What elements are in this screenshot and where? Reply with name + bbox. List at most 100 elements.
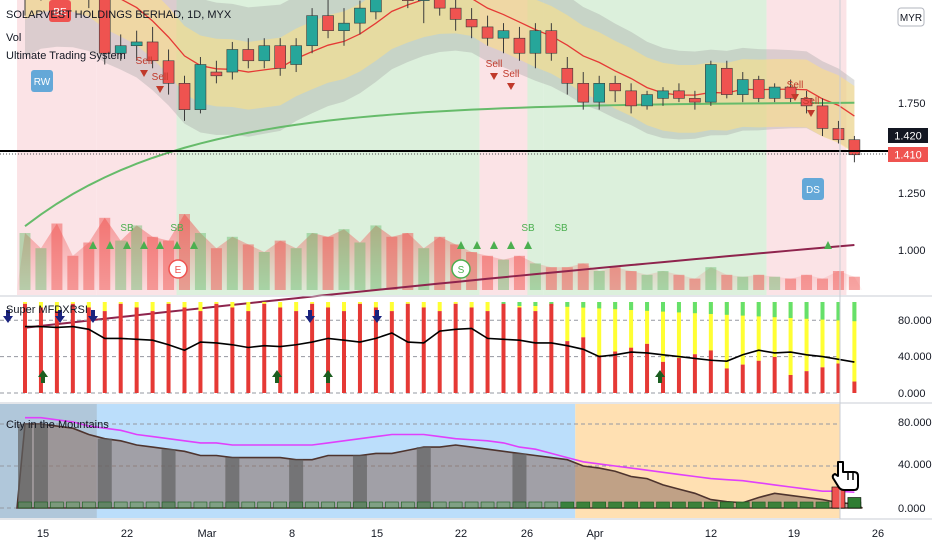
time-tick[interactable]: 22 <box>455 528 467 540</box>
rsi-bar[interactable] <box>166 302 171 393</box>
candle[interactable] <box>784 79 797 103</box>
rsi-bar[interactable] <box>134 302 139 393</box>
rsi-bar[interactable] <box>70 302 75 393</box>
candle[interactable] <box>641 90 653 110</box>
mountain-base-bar[interactable] <box>592 501 607 509</box>
pane2-tick[interactable]: 80.000 <box>898 315 932 327</box>
rsi-bar[interactable] <box>102 302 107 393</box>
candle[interactable] <box>433 0 446 16</box>
pane2-tick[interactable]: 40.000 <box>898 351 932 363</box>
rsi-bar[interactable] <box>38 302 43 393</box>
mountain-base-bar[interactable] <box>369 501 383 509</box>
volume-bar[interactable] <box>99 217 111 290</box>
rsi-bar[interactable] <box>294 302 299 393</box>
rsi-bar[interactable] <box>852 302 857 393</box>
mountain-base-bar[interactable] <box>177 501 192 509</box>
rsi-bar[interactable] <box>54 302 59 393</box>
candle[interactable] <box>705 60 717 106</box>
volume-bar[interactable] <box>498 259 509 290</box>
sell-label[interactable]: Sell <box>503 69 520 80</box>
pane2-title[interactable]: Super MFDXRSI <box>6 304 88 316</box>
volume-bar[interactable] <box>817 278 828 290</box>
rsi-bar[interactable] <box>629 302 634 393</box>
candle[interactable] <box>545 23 558 61</box>
mountain-base-bar[interactable] <box>815 501 830 509</box>
candle[interactable] <box>258 38 271 69</box>
volume-bar[interactable] <box>402 233 414 290</box>
candle[interactable] <box>274 38 287 76</box>
rsi-bar[interactable] <box>788 302 793 393</box>
mountain-base-bar[interactable] <box>273 501 288 509</box>
mountain-base-bar[interactable] <box>783 501 798 509</box>
mountain-column[interactable] <box>512 453 527 508</box>
volume-bar[interactable] <box>418 248 430 290</box>
ma-slow-line[interactable] <box>24 244 855 329</box>
mountain-base-bar[interactable] <box>209 501 224 509</box>
mountain-base-bar[interactable] <box>544 501 559 509</box>
mountain-base-bar[interactable] <box>321 501 335 509</box>
mountain-base-bar[interactable] <box>688 501 702 509</box>
mountain-base-bar[interactable] <box>66 501 80 509</box>
mountain-base-bar[interactable] <box>608 501 622 509</box>
rsi-bar[interactable] <box>581 302 586 393</box>
rsi-bar[interactable] <box>23 302 27 393</box>
rsi-bar[interactable] <box>278 302 283 393</box>
mountain-base-bar[interactable] <box>560 501 575 509</box>
mountain-base-bar[interactable] <box>34 501 48 509</box>
rsi-bar[interactable] <box>724 302 729 393</box>
mountain-signal-line[interactable] <box>25 416 855 494</box>
candle[interactable] <box>130 30 143 61</box>
candle[interactable] <box>689 90 701 110</box>
rsi-bar[interactable] <box>820 302 825 393</box>
mountain-base-bar[interactable] <box>225 501 240 509</box>
rsi-bar[interactable] <box>597 302 602 393</box>
volume-bar[interactable] <box>609 267 621 290</box>
sb-label[interactable]: SB <box>170 223 184 234</box>
pane3-tick[interactable]: 0.000 <box>898 503 926 515</box>
mountain-column[interactable] <box>18 424 32 508</box>
signal-e[interactable]: E <box>168 259 188 279</box>
pane3-title[interactable]: City in the Mountains <box>6 419 109 431</box>
sb-label[interactable]: SB <box>521 223 535 234</box>
volume-bar[interactable] <box>386 236 398 290</box>
sell-label[interactable]: Sell <box>486 59 503 70</box>
mountain-base-bar[interactable] <box>512 501 527 509</box>
mountain-base-bar[interactable] <box>400 501 415 509</box>
rsi-bar[interactable] <box>405 302 410 393</box>
rsi-bar[interactable] <box>549 302 554 393</box>
signal-s[interactable]: S <box>451 259 471 279</box>
volume-bar[interactable] <box>274 240 286 290</box>
candle[interactable] <box>832 120 845 144</box>
price-tick[interactable]: 1.250 <box>898 188 926 200</box>
rsi-bar[interactable] <box>517 302 522 393</box>
volume-bar[interactable] <box>641 274 653 290</box>
volume-bar[interactable] <box>179 214 190 290</box>
mountain-column[interactable] <box>289 459 304 508</box>
candle[interactable] <box>497 23 510 54</box>
mountain-base-bar[interactable] <box>656 501 670 509</box>
volume-bar[interactable] <box>657 271 669 290</box>
time-tick[interactable]: 15 <box>37 528 49 540</box>
mountain-base-bar[interactable] <box>799 501 814 509</box>
volume-bar[interactable] <box>545 267 557 290</box>
volume-bar[interactable] <box>306 233 318 290</box>
rsi-bar[interactable] <box>453 302 458 393</box>
sell-label[interactable]: Sell <box>152 72 169 83</box>
volume-bar[interactable] <box>242 244 254 290</box>
signal-rw[interactable]: RW <box>31 70 53 92</box>
candle[interactable] <box>114 34 127 61</box>
time-tick[interactable]: 15 <box>371 528 383 540</box>
candle[interactable] <box>609 75 621 103</box>
rsi-bar[interactable] <box>469 302 474 393</box>
mountain-base-bar[interactable] <box>672 501 686 509</box>
candle[interactable] <box>83 0 94 9</box>
volume-bar[interactable] <box>322 236 334 290</box>
ma-mid-line[interactable] <box>24 101 855 228</box>
candle[interactable] <box>290 38 302 73</box>
candle[interactable] <box>338 8 350 46</box>
mountain-base-bar[interactable] <box>751 501 766 509</box>
volume-bar[interactable] <box>561 267 573 290</box>
volume-bar[interactable] <box>832 271 844 290</box>
sb-label[interactable]: SB <box>120 223 134 234</box>
